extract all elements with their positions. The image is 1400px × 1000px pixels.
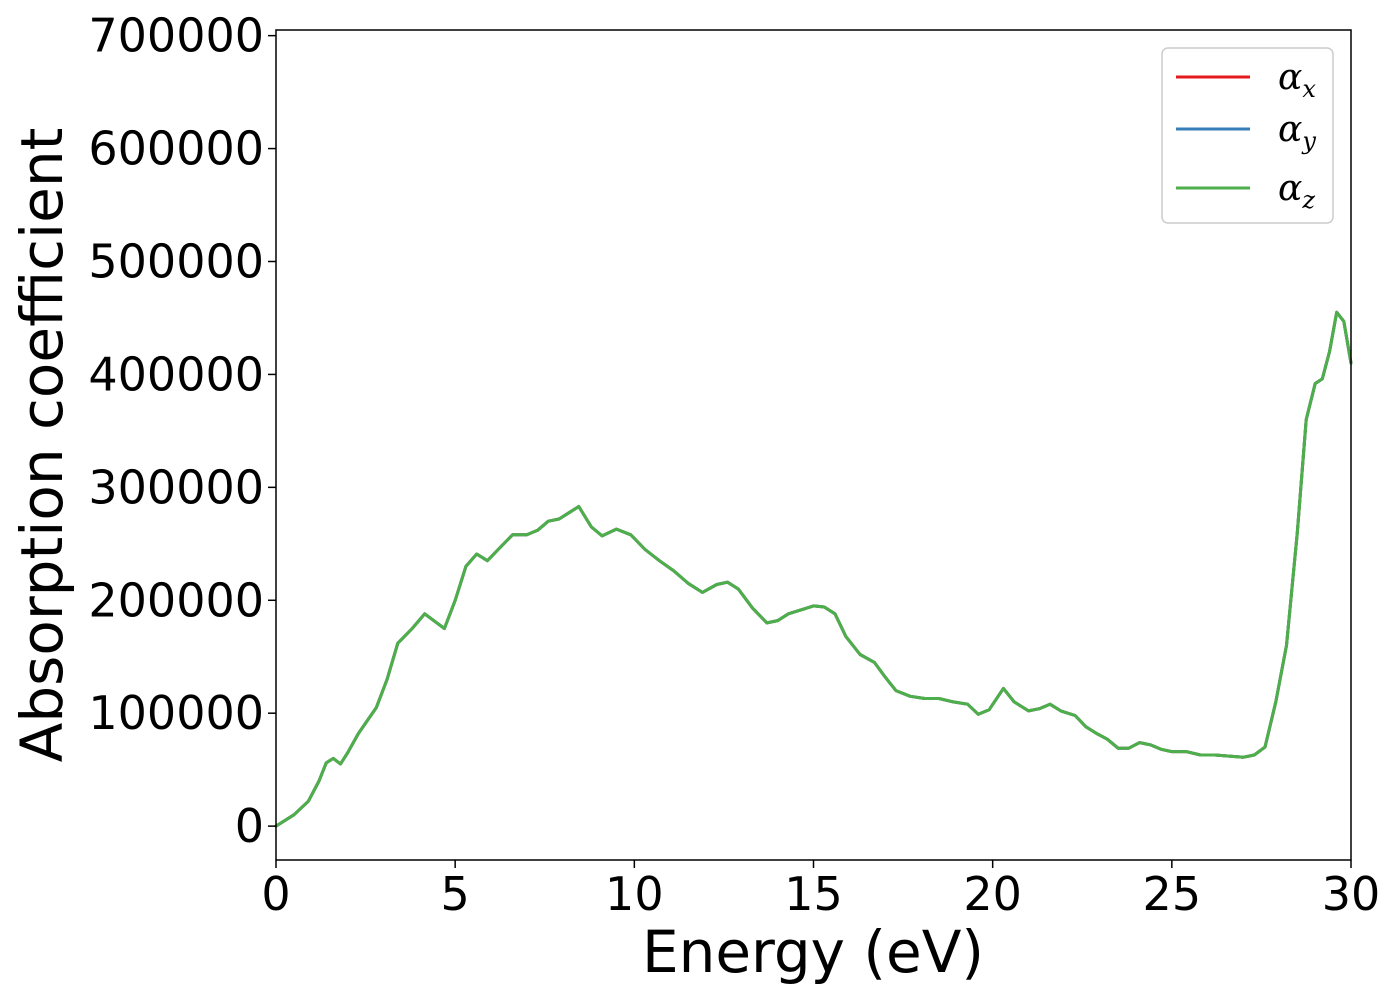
x-tick-label: 25 — [1143, 867, 1202, 921]
legend-label-x: αx — [1278, 57, 1316, 103]
y-tick-label: 100000 — [88, 686, 264, 740]
x-axis-title: Energy (eV) — [642, 918, 984, 986]
legend-box — [1161, 47, 1334, 224]
series-line-y — [274, 310, 1353, 828]
x-tick-label: 15 — [784, 867, 843, 921]
y-tick-label: 700000 — [88, 9, 264, 63]
x-tick-label: 30 — [1322, 867, 1381, 921]
series-line-x — [274, 310, 1353, 828]
x-tick-label: 5 — [441, 867, 470, 921]
plot-lines — [274, 310, 1353, 828]
y-tick-label: 0 — [235, 799, 264, 853]
y-axis-title: Absorption coefficient — [8, 128, 76, 763]
y-tick-label: 200000 — [88, 573, 264, 627]
x-axis: 0 5 10 15 20 25 30 — [261, 860, 1380, 921]
y-tick-label: 500000 — [88, 234, 264, 288]
legend-label-y: αy — [1278, 109, 1316, 155]
y-tick-label: 600000 — [88, 122, 264, 176]
y-tick-label: 400000 — [88, 347, 264, 401]
y-axis: 0 100000 200000 300000 400000 500000 600000 700… — [88, 9, 276, 853]
legend-label-z: αz — [1278, 168, 1315, 214]
series-line-z — [274, 310, 1353, 828]
legend: αx αy αz — [1161, 47, 1334, 224]
y-tick-label: 300000 — [88, 460, 264, 514]
x-tick-label: 20 — [963, 867, 1022, 921]
x-tick-label: 10 — [605, 867, 664, 921]
x-tick-label: 0 — [261, 867, 290, 921]
